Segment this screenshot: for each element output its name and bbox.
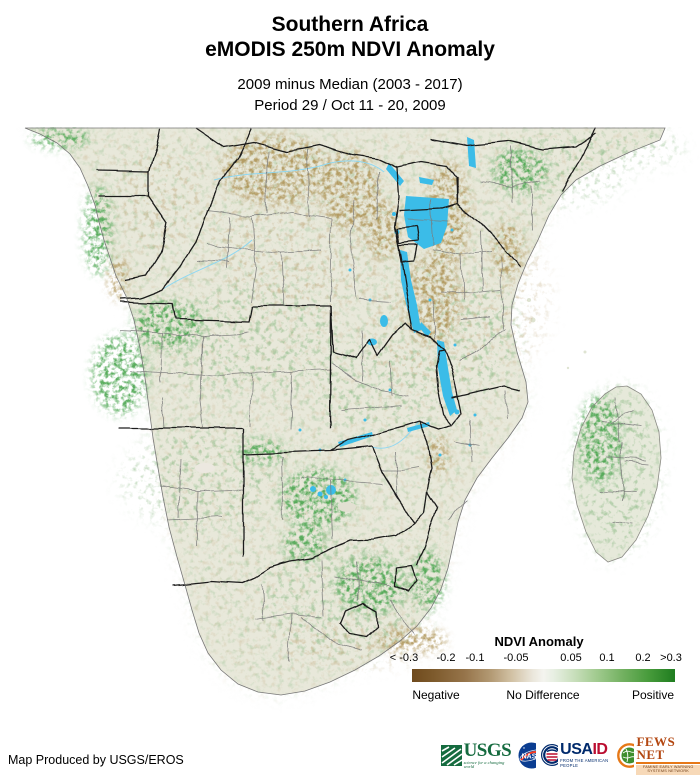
map-header: Southern Africa eMODIS 250m NDVI Anomaly… (0, 12, 700, 116)
legend-tick: -0.1 (465, 652, 485, 664)
usaid-logo-text: USAID (560, 741, 608, 759)
subtitle-line1: 2009 minus Median (2003 - 2017) (237, 76, 463, 93)
usgs-icon (441, 744, 462, 766)
usaid-emblem-icon (541, 744, 559, 766)
legend-tick: -0.05 (503, 652, 529, 664)
legend-tick: < -0.3 (389, 652, 419, 664)
admin-borders-layer (119, 145, 650, 661)
nasa-logo: NASA (518, 742, 537, 768)
usgs-logo-text: USGS (463, 739, 512, 761)
country-borders-layer (95, 127, 597, 638)
legend-label-positive: Positive (631, 688, 675, 702)
logo-strip: USGS science for a changing world NASA U… (441, 735, 700, 775)
green-strong-regions (30, 128, 622, 613)
legend-label-negative: Negative (412, 688, 460, 702)
page-title-line1: Southern Africa (271, 13, 429, 36)
usgs-logo-tagline: science for a changing world (463, 759, 505, 769)
subtitle-line2: Period 29 / Oct 11 - 20, 2009 (254, 97, 446, 114)
legend-colorbar (412, 669, 675, 682)
fewsnet-logo-tagline: FAMINE EARLY WARNING SYSTEMS NETWORK (636, 765, 700, 775)
legend-tick: 0.2 (635, 652, 651, 664)
legend-tick: 0.05 (560, 652, 582, 664)
fewsnet-globe-icon (617, 742, 635, 768)
usaid-logo-tagline: FROM THE AMERICAN PEOPLE (560, 758, 609, 768)
map-credit: Map Produced by USGS/EROS (8, 753, 184, 767)
legend-region-labels: Negative No Difference Positive (393, 688, 685, 703)
fewsnet-logo: FEWS NET FAMINE EARLY WARNING SYSTEMS NE… (617, 735, 700, 775)
map-canvas (0, 127, 700, 720)
salt-pans (195, 463, 356, 512)
legend-tick: >0.3 (660, 652, 682, 664)
fewsnet-logo-text: FEWS NET (636, 735, 700, 765)
legend-tick: 0.1 (599, 652, 615, 664)
usaid-logo: USAID FROM THE AMERICAN PEOPLE (541, 742, 612, 767)
svg-text:NASA: NASA (521, 753, 536, 760)
legend-label-no-difference: No Difference (506, 688, 580, 702)
legend-tick: -0.2 (436, 652, 456, 664)
ndvi-anomaly-map (0, 127, 700, 720)
page-title-line2: eMODIS 250m NDVI Anomaly (205, 38, 495, 61)
legend: NDVI Anomaly < -0.3 -0.2 -0.1 -0.05 0.05… (389, 634, 685, 703)
legend-ticks: < -0.3 -0.2 -0.1 -0.05 0.05 0.1 0.2 >0.3 (389, 652, 685, 667)
usgs-logo: USGS science for a changing world (441, 741, 513, 770)
legend-title: NDVI Anomaly (494, 634, 584, 649)
